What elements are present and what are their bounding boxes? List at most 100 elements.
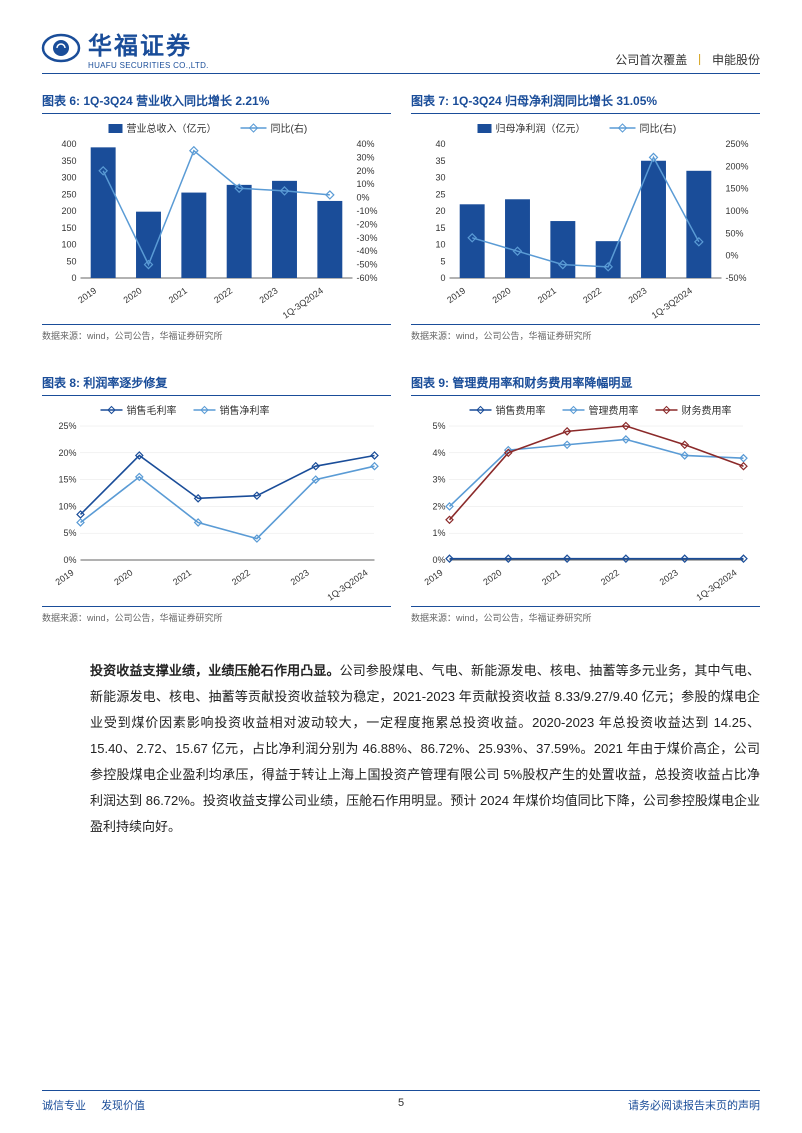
svg-text:2020: 2020: [491, 285, 513, 305]
svg-text:4%: 4%: [432, 448, 445, 458]
chart8: 0%5%10%15%20%25%201920202021202220231Q-3…: [42, 402, 391, 602]
page-header: 华福证券 HUAFU SECURITIES CO.,LTD. 公司首次覆盖 丨 …: [42, 26, 760, 74]
footer-right: 请务必阅读报告末页的声明: [628, 1097, 760, 1113]
svg-text:250%: 250%: [726, 139, 749, 149]
chart9: 0%1%2%3%4%5%201920202021202220231Q-3Q202…: [411, 402, 760, 602]
svg-text:15%: 15%: [58, 475, 76, 485]
svg-text:2023: 2023: [289, 567, 311, 587]
chart6-title: 图表 6: 1Q-3Q24 营业收入同比增长 2.21%: [42, 92, 391, 114]
chart8-title: 图表 8: 利润率逐步修复: [42, 374, 391, 396]
logo: 华福证券 HUAFU SECURITIES CO.,LTD.: [42, 26, 209, 70]
footer-left-2: 发现价值: [101, 1100, 145, 1112]
svg-text:2021: 2021: [167, 285, 189, 305]
svg-text:0%: 0%: [432, 555, 445, 565]
svg-text:25%: 25%: [58, 421, 76, 431]
svg-text:0%: 0%: [63, 555, 76, 565]
svg-text:150%: 150%: [726, 184, 749, 194]
svg-text:300: 300: [61, 173, 76, 183]
svg-text:同比(右): 同比(右): [271, 122, 308, 135]
svg-text:营业总收入（亿元）: 营业总收入（亿元）: [127, 122, 217, 135]
svg-text:40: 40: [435, 139, 445, 149]
svg-text:15: 15: [435, 223, 445, 233]
svg-text:150: 150: [61, 223, 76, 233]
svg-text:10%: 10%: [357, 179, 375, 189]
svg-text:30: 30: [435, 173, 445, 183]
svg-text:0: 0: [440, 273, 445, 283]
svg-text:-50%: -50%: [357, 260, 378, 270]
chart7-source: 数据来源：wind，公司公告，华福证券研究所: [411, 324, 760, 342]
svg-text:2021: 2021: [540, 567, 562, 587]
svg-text:400: 400: [61, 139, 76, 149]
svg-text:归母净利润（亿元）: 归母净利润（亿元）: [496, 122, 586, 135]
svg-text:-60%: -60%: [357, 273, 378, 283]
svg-text:350: 350: [61, 156, 76, 166]
svg-text:1Q-3Q2024: 1Q-3Q2024: [325, 567, 369, 602]
chart9-title: 图表 9: 管理费用率和财务费用率降幅明显: [411, 374, 760, 396]
chart6: 050100150200250300350400-60%-50%-40%-30%…: [42, 120, 391, 320]
svg-text:200: 200: [61, 206, 76, 216]
header-right-a: 公司首次覆盖: [615, 53, 687, 67]
svg-text:1%: 1%: [432, 528, 445, 538]
svg-text:1Q-3Q2024: 1Q-3Q2024: [650, 285, 694, 320]
svg-text:销售净利率: 销售净利率: [220, 404, 270, 417]
svg-text:1Q-3Q2024: 1Q-3Q2024: [281, 285, 325, 320]
header-right-b: 申能股份: [712, 53, 760, 67]
svg-text:10%: 10%: [58, 501, 76, 511]
svg-text:2022: 2022: [599, 567, 621, 587]
svg-text:2021: 2021: [171, 567, 193, 587]
logo-icon: [42, 33, 80, 63]
svg-text:同比(右): 同比(右): [640, 122, 677, 135]
svg-text:30%: 30%: [357, 152, 375, 162]
chart7: 0510152025303540-50%0%50%100%150%200%250…: [411, 120, 760, 320]
page-footer: 诚信专业 发现价值 5 请务必阅读报告末页的声明: [42, 1090, 760, 1113]
svg-text:2023: 2023: [258, 285, 280, 305]
svg-text:2019: 2019: [76, 285, 98, 305]
svg-text:销售毛利率: 销售毛利率: [127, 404, 177, 417]
logo-text-cn: 华福证券: [88, 26, 209, 61]
svg-text:5%: 5%: [432, 421, 445, 431]
svg-text:2019: 2019: [445, 285, 467, 305]
svg-text:25: 25: [435, 189, 445, 199]
body-rest: 公司参股煤电、气电、新能源发电、核电、抽蓄等多元业务，其中气电、新能源发电、核电…: [90, 663, 760, 834]
svg-text:50%: 50%: [726, 228, 744, 238]
footer-left-1: 诚信专业: [42, 1100, 86, 1112]
separator-icon: 丨: [694, 53, 706, 67]
svg-text:-40%: -40%: [357, 246, 378, 256]
svg-text:100%: 100%: [726, 206, 749, 216]
svg-text:20%: 20%: [58, 448, 76, 458]
page-number: 5: [398, 1097, 404, 1109]
svg-text:40%: 40%: [357, 139, 375, 149]
svg-text:0%: 0%: [726, 251, 739, 261]
svg-text:2020: 2020: [112, 567, 134, 587]
svg-text:200%: 200%: [726, 161, 749, 171]
svg-text:财务费用率: 财务费用率: [682, 404, 732, 417]
svg-text:250: 250: [61, 189, 76, 199]
svg-text:10: 10: [435, 240, 445, 250]
chart7-title: 图表 7: 1Q-3Q24 归母净利润同比增长 31.05%: [411, 92, 760, 114]
svg-text:35: 35: [435, 156, 445, 166]
chart6-source: 数据来源：wind，公司公告，华福证券研究所: [42, 324, 391, 342]
svg-text:2022: 2022: [230, 567, 252, 587]
header-breadcrumb: 公司首次覆盖 丨 申能股份: [615, 51, 760, 70]
svg-text:2019: 2019: [54, 567, 76, 587]
svg-text:2022: 2022: [581, 285, 603, 305]
svg-text:50: 50: [66, 256, 76, 266]
chart8-source: 数据来源：wind，公司公告，华福证券研究所: [42, 606, 391, 624]
svg-text:-50%: -50%: [726, 273, 747, 283]
body-paragraph: 投资收益支撑业绩，业绩压舱石作用凸显。公司参股煤电、气电、新能源发电、核电、抽蓄…: [42, 658, 760, 840]
svg-text:100: 100: [61, 240, 76, 250]
svg-text:5: 5: [440, 256, 445, 266]
svg-text:2023: 2023: [627, 285, 649, 305]
svg-text:2019: 2019: [423, 567, 445, 587]
chart9-source: 数据来源：wind，公司公告，华福证券研究所: [411, 606, 760, 624]
svg-text:2020: 2020: [122, 285, 144, 305]
svg-text:销售费用率: 销售费用率: [496, 404, 546, 417]
svg-text:0%: 0%: [357, 193, 370, 203]
svg-text:2022: 2022: [212, 285, 234, 305]
svg-text:-10%: -10%: [357, 206, 378, 216]
svg-text:2020: 2020: [481, 567, 503, 587]
svg-text:20%: 20%: [357, 166, 375, 176]
svg-text:2%: 2%: [432, 501, 445, 511]
svg-text:2023: 2023: [658, 567, 680, 587]
svg-text:2021: 2021: [536, 285, 558, 305]
